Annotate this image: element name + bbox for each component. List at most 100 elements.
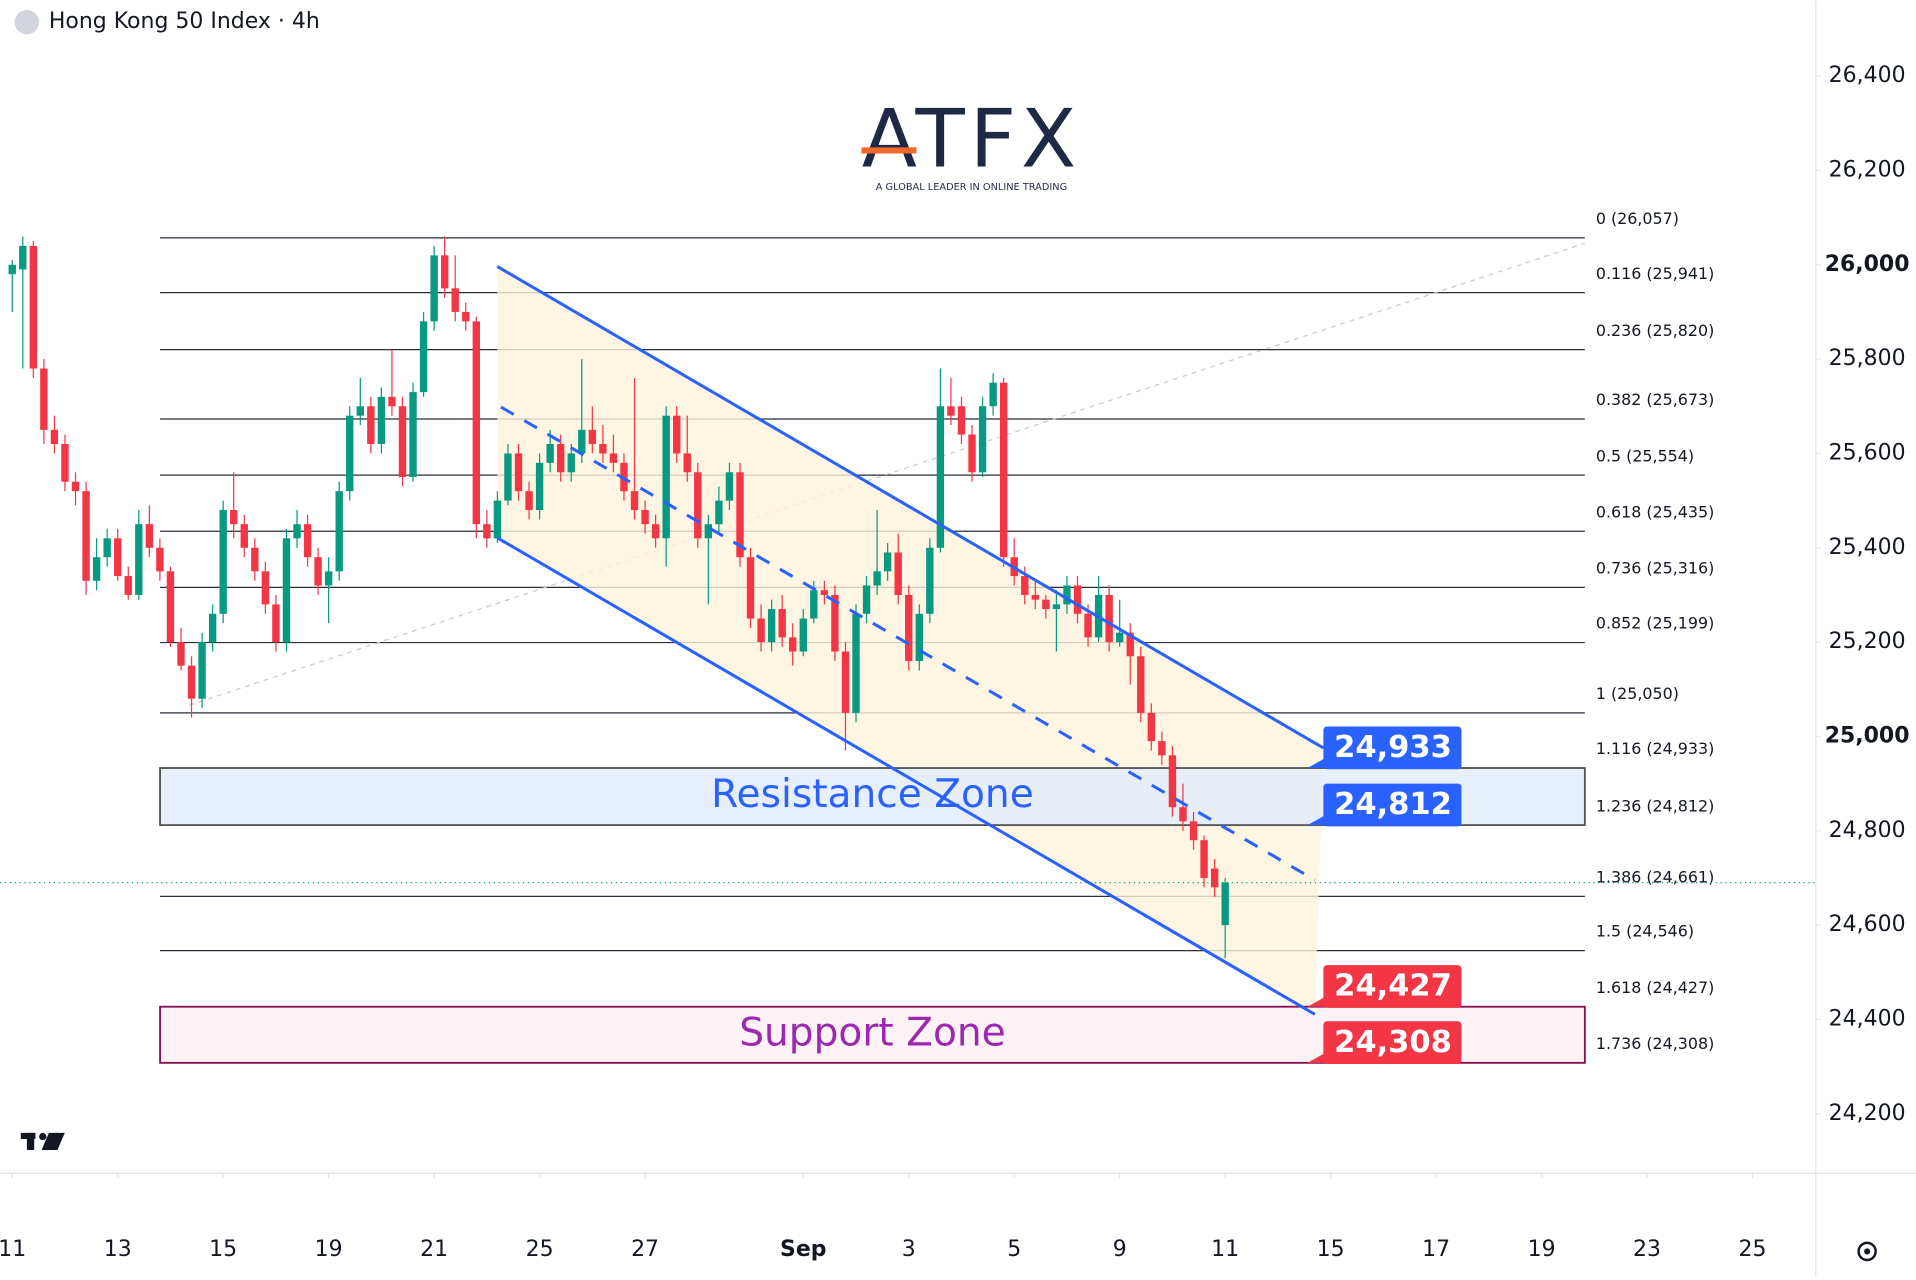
candle-body: [272, 604, 280, 643]
x-tick-label: Sep: [780, 1237, 826, 1262]
y-tick-label: 24,800: [1829, 818, 1906, 843]
price-tag-label: 24,812: [1334, 787, 1452, 822]
y-tick-label: 24,200: [1829, 1101, 1906, 1126]
candle-body: [219, 510, 227, 614]
candles: [8, 236, 1229, 959]
candle-body: [1115, 632, 1124, 643]
candle-body: [957, 406, 966, 435]
logo: ATFX: [862, 92, 1081, 186]
x-tick-label: 17: [1422, 1237, 1450, 1262]
candle-body: [19, 245, 27, 270]
candle-body: [1210, 868, 1219, 888]
x-tick-label: 11: [0, 1237, 26, 1262]
fib-label: 0.5 (25,554): [1596, 446, 1694, 465]
candle-body: [124, 576, 132, 595]
settings-icon[interactable]: [1857, 1241, 1877, 1262]
price-tag: [1323, 726, 1462, 770]
candle-body: [588, 429, 597, 444]
candle-body: [609, 453, 618, 463]
fib-levels: 0 (26,057) 0.116 (25,941) 0.236 (25,820) 0.…: [160, 209, 1714, 1064]
y-tick-label: 26,200: [1829, 157, 1906, 182]
settings-icon-dot[interactable]: [1864, 1248, 1871, 1255]
candle-body: [1052, 604, 1061, 610]
candle-body: [8, 264, 16, 275]
candle-body: [1021, 576, 1029, 595]
x-tick-label: 13: [104, 1237, 132, 1262]
candle-body: [398, 406, 407, 478]
candle-body: [641, 510, 649, 525]
candle-body: [810, 590, 818, 619]
candle-body: [324, 571, 333, 586]
fib-trend-line: [189, 242, 1586, 706]
fib-label: 1.386 (24,661): [1596, 868, 1714, 887]
fib-label: 0.236 (25,820): [1596, 321, 1714, 340]
candle-body: [673, 415, 681, 454]
candle-body: [82, 491, 90, 581]
chart-title: Hong Kong 50 Index · 4h: [49, 9, 320, 34]
y-tick-label: 25,400: [1829, 535, 1906, 560]
candle-body: [230, 510, 238, 525]
x-tick-label: 15: [1317, 1237, 1345, 1262]
y-tick-label: 25,200: [1829, 629, 1906, 654]
zone-label: Support Zone: [739, 1010, 1006, 1055]
candle-body: [715, 500, 723, 525]
channel-lower: [496, 536, 1316, 1016]
candle-body: [820, 590, 829, 595]
candle-body: [757, 618, 765, 643]
x-tick-label: 3: [902, 1237, 916, 1262]
candle-body: [483, 524, 491, 539]
fib-label: 1.236 (24,812): [1596, 796, 1714, 815]
candle-body: [1042, 599, 1050, 610]
tv-logo-part: [50, 1132, 65, 1150]
candle-body: [789, 637, 797, 652]
x-tick-label: 19: [1528, 1237, 1556, 1262]
x-tick-label: 27: [631, 1237, 659, 1262]
candle-body: [831, 594, 839, 652]
price-tag-label: 24,427: [1334, 969, 1452, 1004]
candle-body: [135, 524, 143, 595]
x-tick-label: 23: [1633, 1237, 1661, 1262]
candle-body: [704, 524, 713, 539]
candle-body: [1200, 840, 1208, 878]
candle-body: [683, 453, 691, 473]
y-tick-label: 25,800: [1829, 346, 1906, 371]
y-tick-label: 24,600: [1829, 912, 1906, 937]
candle-body: [883, 552, 892, 572]
candle-body: [799, 618, 807, 652]
price-tags: 24,933 24,812 24,427 24,308: [1307, 726, 1462, 1065]
x-tick-label: 9: [1113, 1237, 1127, 1262]
candle-body: [546, 443, 554, 463]
candle-body: [1084, 613, 1092, 638]
x-tick-label: 11: [1211, 1237, 1239, 1262]
candle-body: [767, 609, 776, 643]
candle-body: [314, 557, 322, 586]
candle-body: [282, 538, 291, 643]
candle-body: [346, 415, 354, 492]
tv-logo-part: [41, 1132, 58, 1150]
candle-body: [419, 321, 428, 393]
candle-body: [968, 434, 976, 473]
fib-label: 0.852 (25,199): [1596, 614, 1714, 633]
fib-label: 1.618 (24,427): [1596, 978, 1714, 997]
candle-body: [841, 651, 850, 713]
candle-body: [905, 594, 913, 661]
candle-body: [978, 406, 987, 473]
fib-label: 0.618 (25,435): [1596, 502, 1714, 521]
candle-body: [388, 396, 396, 407]
candle-body: [894, 552, 902, 595]
tv-logo-part: [26, 1132, 35, 1150]
candle-body: [240, 524, 248, 548]
candle-body: [1137, 656, 1145, 713]
candle-body: [630, 491, 639, 511]
candle-body: [1126, 632, 1134, 657]
candle-body: [578, 429, 586, 454]
candle-body: [451, 288, 459, 312]
candle-body: [208, 613, 217, 643]
candle-body: [430, 255, 438, 322]
candle-body: [356, 406, 364, 416]
x-tick-label: 15: [209, 1237, 237, 1262]
price-tag-label: 24,933: [1334, 730, 1452, 765]
candle-body: [29, 245, 38, 369]
fib-label: 1.736 (24,308): [1596, 1034, 1714, 1053]
